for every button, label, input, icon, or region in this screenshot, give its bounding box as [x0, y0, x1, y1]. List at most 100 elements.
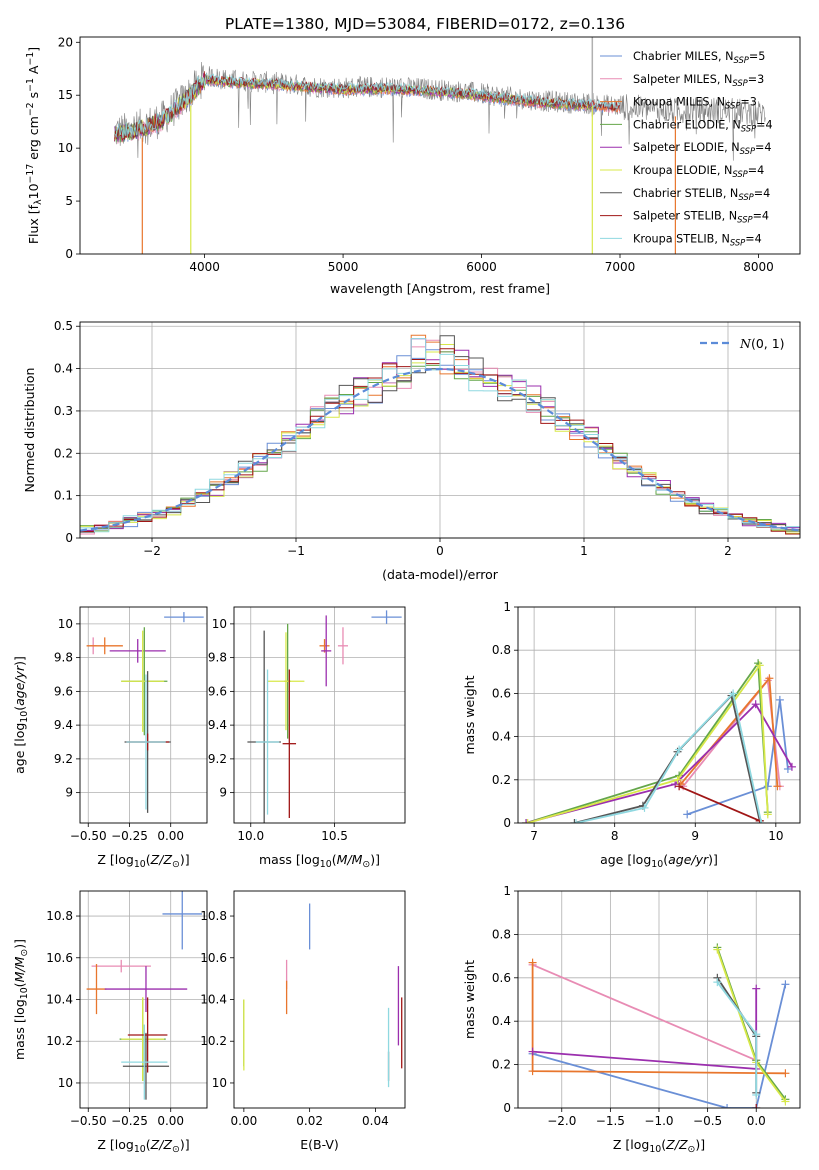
y-tick-label: 5 — [65, 194, 73, 208]
axes-frame — [79, 36, 801, 255]
data-point — [783, 765, 792, 773]
x-tick-label: −1 — [287, 544, 305, 558]
y-tick-label: 1 — [503, 884, 511, 898]
grid — [518, 890, 800, 1109]
y-tick-label: 10.2 — [200, 1034, 227, 1048]
legend: N(0, 1) — [700, 336, 785, 351]
data-point — [752, 1090, 761, 1099]
x-axis-label: Z [log10(Z/Z⊙)] — [97, 852, 189, 870]
data-point — [675, 782, 684, 791]
data-point — [673, 775, 682, 784]
series-line — [716, 947, 787, 1100]
axes-frame — [233, 606, 406, 824]
plot-area — [80, 334, 800, 535]
y-tick-label: 10 — [212, 1076, 227, 1090]
x-axis-label: E(B-V) — [300, 1137, 339, 1152]
grid — [234, 607, 405, 823]
data-point — [528, 1067, 537, 1076]
y-tick-label: 0 — [503, 816, 511, 830]
axes-frame — [79, 890, 208, 1109]
series-chabrier-stelib — [570, 691, 764, 823]
errorbar-salpeter-elodie — [109, 639, 166, 663]
y-tick-label: 10.8 — [46, 909, 73, 923]
errorbar-chabrier-stelib — [122, 1032, 170, 1100]
panel-residuals: −2 −1 0 1 2 0 0.1 0.2 0.3 0.4 0.5 (data-model)/erro… — [22, 319, 801, 582]
series-line — [525, 702, 793, 823]
data-point — [775, 695, 784, 704]
data-point — [528, 1047, 537, 1056]
data-point — [781, 1097, 790, 1106]
series-line — [532, 963, 757, 1062]
data-point — [528, 958, 537, 967]
y-tick-label: 0.6 — [492, 686, 511, 700]
x-tick-label: −0.25 — [111, 829, 148, 843]
y-tick-label: 10.2 — [46, 1034, 73, 1048]
x-tick-label: −2.0 — [547, 1114, 576, 1128]
x-tick-label: 6000 — [466, 260, 497, 274]
plot-area — [86, 612, 204, 813]
panel-age-vs-mass: 10.0 10.5 9 9.2 9.4 9.6 9.8 10 mass [log10(M/M⊙)… — [208, 606, 406, 870]
y-tick-label: 10.4 — [46, 993, 73, 1007]
y-tick-label: 0.8 — [492, 643, 511, 657]
x-tick-label: 9 — [691, 829, 699, 843]
x-tick-label: 10.5 — [321, 829, 348, 843]
legend-label: Kroupa MILES, NSSP=3 — [633, 96, 757, 111]
series-kroupa-miles — [528, 958, 790, 1078]
panel-mass-vs-ebv: 0.00 0.02 0.04 10 10.2 10.4 10.6 10.8 E(B-V) — [200, 890, 406, 1152]
panel-age-vs-z: −0.50 −0.25 0.00 9 9.2 9.4 9.6 9.8 10 Z [log10(Z/… — [12, 606, 208, 870]
y-tick-label: 9.2 — [208, 752, 227, 766]
errorbar-salpeter-miles — [91, 959, 151, 973]
y-tick-label: 0.2 — [54, 446, 73, 460]
y-tick-label: 10.6 — [46, 951, 73, 965]
x-tick-label: −1.0 — [644, 1114, 673, 1128]
x-tick-label: 0.04 — [362, 1114, 389, 1128]
errorbar-salpeter-stelib — [127, 997, 168, 1073]
y-tick-label: 10 — [212, 617, 227, 631]
data-point — [773, 782, 782, 791]
panel-spectrum: 4000 5000 6000 7000 8000 0 5 10 15 20 wavelength [… — [25, 35, 801, 296]
ticks: 0.00 0.02 0.04 10 10.2 10.4 10.6 10.8 — [200, 909, 388, 1128]
series-salpeter-miles — [528, 960, 761, 1065]
x-axis-label: age [log10(age/yr)] — [600, 852, 718, 870]
legend-label: Chabrier STELIB, NSSP=4 — [633, 187, 770, 202]
data-point — [752, 984, 761, 993]
x-axis-label: wavelength [Angstrom, rest frame] — [330, 281, 550, 296]
y-tick-label: 0.1 — [54, 489, 73, 503]
series-kroupa-elodie — [523, 661, 772, 823]
y-axis-label: mass [log10(M/M⊙)] — [12, 939, 30, 1060]
y-tick-label: 10.6 — [200, 951, 227, 965]
y-axis-label: age [log10(age/yr)] — [12, 656, 30, 774]
errorbar-kroupa-stelib — [121, 1024, 168, 1100]
x-tick-label: 0.02 — [296, 1114, 323, 1128]
y-tick-label: 9.6 — [54, 684, 73, 698]
x-axis-label: (data-model)/error — [382, 567, 499, 582]
grid — [80, 607, 207, 823]
y-axis-label: Flux [fλ10−17 erg cm−2 s−1 A−1] — [25, 47, 44, 244]
x-tick-label: −0.5 — [693, 1114, 722, 1128]
series-line — [532, 984, 787, 1108]
y-tick-label: 9.4 — [208, 718, 227, 732]
ticks: −2.0 −1.5 −1.0 −0.5 0.0 0 0.2 0.4 0.6 0.8 1 — [492, 884, 766, 1128]
x-tick-label: 7 — [530, 829, 538, 843]
series-kroupa-elodie — [713, 945, 790, 1106]
data-point — [763, 810, 772, 819]
data-point — [522, 819, 531, 823]
data-point — [572, 819, 581, 823]
data-point — [751, 700, 760, 709]
series-kroupa-stelib — [713, 978, 761, 1099]
data-point — [570, 819, 579, 823]
errorbar-chabrier-miles — [162, 891, 203, 950]
data-point — [671, 780, 680, 789]
ticks: −0.50 −0.25 0.00 9 9.2 9.4 9.6 9.8 10 — [54, 617, 184, 843]
legend-label: N(0, 1) — [739, 336, 785, 351]
legend-label: Salpeter MILES, NSSP=3 — [633, 73, 764, 88]
x-tick-label: 4000 — [189, 260, 220, 274]
ticks: 10.0 10.5 9 9.2 9.4 9.6 9.8 10 — [208, 617, 348, 843]
ticks: −2 −1 0 1 2 0 0.1 0.2 0.3 0.4 0.5 — [54, 319, 732, 558]
data-point — [787, 762, 796, 771]
x-tick-label: −0.50 — [70, 829, 107, 843]
x-tick-label: 8 — [611, 829, 619, 843]
y-tick-label: 10 — [58, 141, 73, 155]
panel-weight-vs-age: 7 8 9 10 0 0.2 0.4 0.6 0.8 1 age [log10(age/yr)] ma… — [462, 600, 801, 870]
